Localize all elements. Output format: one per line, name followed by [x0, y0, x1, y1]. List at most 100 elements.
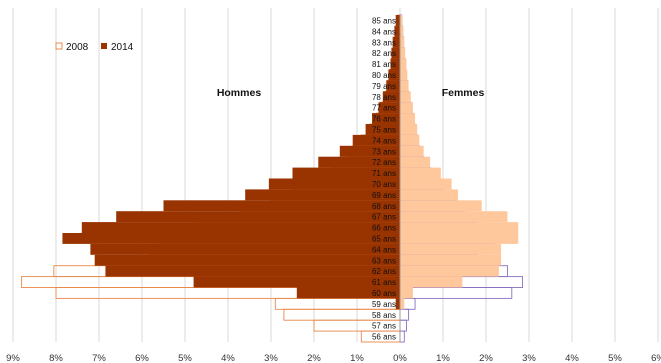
hommes-label: Hommes — [217, 87, 262, 99]
age-label: 79 ans — [372, 82, 396, 91]
x-tick-label: 4% — [565, 353, 579, 363]
bar-2014-hommes — [193, 276, 400, 288]
bar-2014-femmes — [400, 265, 499, 277]
bar-2008-femmes — [399, 308, 410, 321]
legend-swatch-2014 — [101, 43, 107, 49]
legend-label-2014: 2014 — [111, 42, 134, 53]
bar-2014-hommes — [365, 124, 400, 135]
age-label: 74 ans — [372, 136, 396, 145]
bar-2014-femmes — [400, 222, 519, 233]
age-label: 67 ans — [372, 213, 396, 222]
bar-2014-femmes — [400, 189, 459, 201]
x-tick-label: 2% — [479, 353, 493, 363]
bar-2014-femmes — [400, 15, 403, 26]
age-label: 57 ans — [372, 322, 396, 331]
bar-2014-femmes — [400, 25, 404, 37]
age-label: 71 ans — [372, 169, 396, 178]
bar-2014-femmes — [400, 298, 405, 310]
bar-2014-femmes — [400, 243, 502, 255]
x-tick-label: 9% — [6, 353, 20, 363]
legend-label-2008: 2008 — [66, 42, 89, 53]
bar-2014-hommes — [292, 167, 400, 179]
bar-2014-femmes — [400, 211, 508, 223]
x-tick-label: 1% — [436, 353, 450, 363]
age-label: 68 ans — [372, 202, 396, 211]
bar-2008-femmes — [399, 319, 407, 332]
bar-2014-femmes — [400, 134, 420, 146]
bar-2014-hommes — [94, 254, 400, 266]
age-label: 85 ans — [372, 16, 396, 25]
x-tick-label: 3% — [522, 353, 536, 363]
age-label: 70 ans — [372, 180, 396, 189]
bar-2014-hommes — [163, 200, 400, 212]
bar-2014-femmes — [400, 178, 452, 190]
age-label: 83 ans — [372, 38, 396, 47]
age-label: 76 ans — [372, 115, 396, 124]
x-tick-label: 4% — [221, 353, 235, 363]
bar-2014-femmes — [400, 91, 411, 103]
grid-lines — [12, 8, 659, 342]
bar-2014-femmes — [400, 200, 482, 212]
age-label: 80 ans — [372, 71, 396, 80]
bar-2014-hommes — [395, 298, 400, 310]
x-tick-label: 3% — [264, 353, 278, 363]
bar-2014-femmes — [400, 254, 502, 266]
bar-2008-femmes — [399, 330, 405, 343]
x-tick-label: 6% — [135, 353, 149, 363]
bar-2014-femmes — [400, 145, 424, 157]
bar-2014-hommes — [296, 287, 400, 299]
age-label: 75 ans — [372, 125, 396, 134]
bar-2014-hommes — [395, 15, 400, 26]
age-label: 61 ans — [372, 278, 396, 287]
age-label: 59 ans — [372, 300, 396, 309]
age-label: 60 ans — [372, 289, 396, 298]
bar-2014-femmes — [400, 167, 441, 179]
age-label: 64 ans — [372, 245, 396, 254]
bar-2014-femmes — [400, 47, 406, 59]
x-tick-label: 1% — [350, 353, 364, 363]
age-label: 58 ans — [372, 311, 396, 320]
bar-2014-femmes — [400, 287, 413, 299]
x-tick-label: 8% — [49, 353, 63, 363]
femmes-label: Femmes — [442, 87, 485, 99]
x-tick-label: 5% — [608, 353, 622, 363]
bar-2014-femmes — [400, 156, 431, 168]
bar-2014-femmes — [400, 36, 405, 48]
x-axis-ticks: 9% 8% 7% 6% 5% 4% 3% 2% 1% 0% 1% 2% 3% 4% 5% 6% — [6, 353, 661, 363]
bar-2014-femmes — [400, 233, 519, 244]
bar-2014-hommes — [386, 80, 400, 92]
age-label: 69 ans — [372, 191, 396, 200]
bar-2014-hommes — [391, 47, 400, 59]
bar-2014-hommes — [268, 178, 400, 190]
bar-2014-hommes — [81, 222, 401, 233]
age-label: 66 ans — [372, 224, 396, 233]
bar-2014-femmes — [400, 276, 463, 288]
x-tick-label: 6% — [651, 353, 661, 363]
bar-2014-hommes — [62, 233, 400, 244]
age-label: 63 ans — [372, 256, 396, 265]
age-label: 84 ans — [372, 27, 396, 36]
age-label: 65 ans — [372, 234, 396, 243]
bar-2014-femmes — [400, 58, 407, 70]
age-label: 62 ans — [372, 267, 396, 276]
x-tick-label: 2% — [307, 353, 321, 363]
bar-2014-hommes — [116, 211, 400, 223]
bar-2014-femmes — [400, 124, 418, 135]
bar-2014-hommes — [352, 134, 400, 146]
age-label: 78 ans — [372, 93, 396, 102]
bar-2014-hommes — [378, 102, 400, 114]
bar-2014-femmes — [400, 80, 409, 92]
age-label: 72 ans — [372, 158, 396, 167]
bar-2014-femmes — [400, 102, 413, 114]
bar-2014-hommes — [390, 58, 400, 70]
bar-2014-hommes — [392, 36, 400, 48]
age-label: 82 ans — [372, 49, 396, 58]
bar-2008-femmes — [399, 287, 513, 299]
age-label: 77 ans — [372, 104, 396, 113]
age-label: 56 ans — [372, 333, 396, 342]
x-tick-label: 7% — [92, 353, 106, 363]
bar-2014-hommes — [318, 156, 400, 168]
age-label: 81 ans — [372, 60, 396, 69]
bar-2014-femmes — [400, 69, 408, 81]
